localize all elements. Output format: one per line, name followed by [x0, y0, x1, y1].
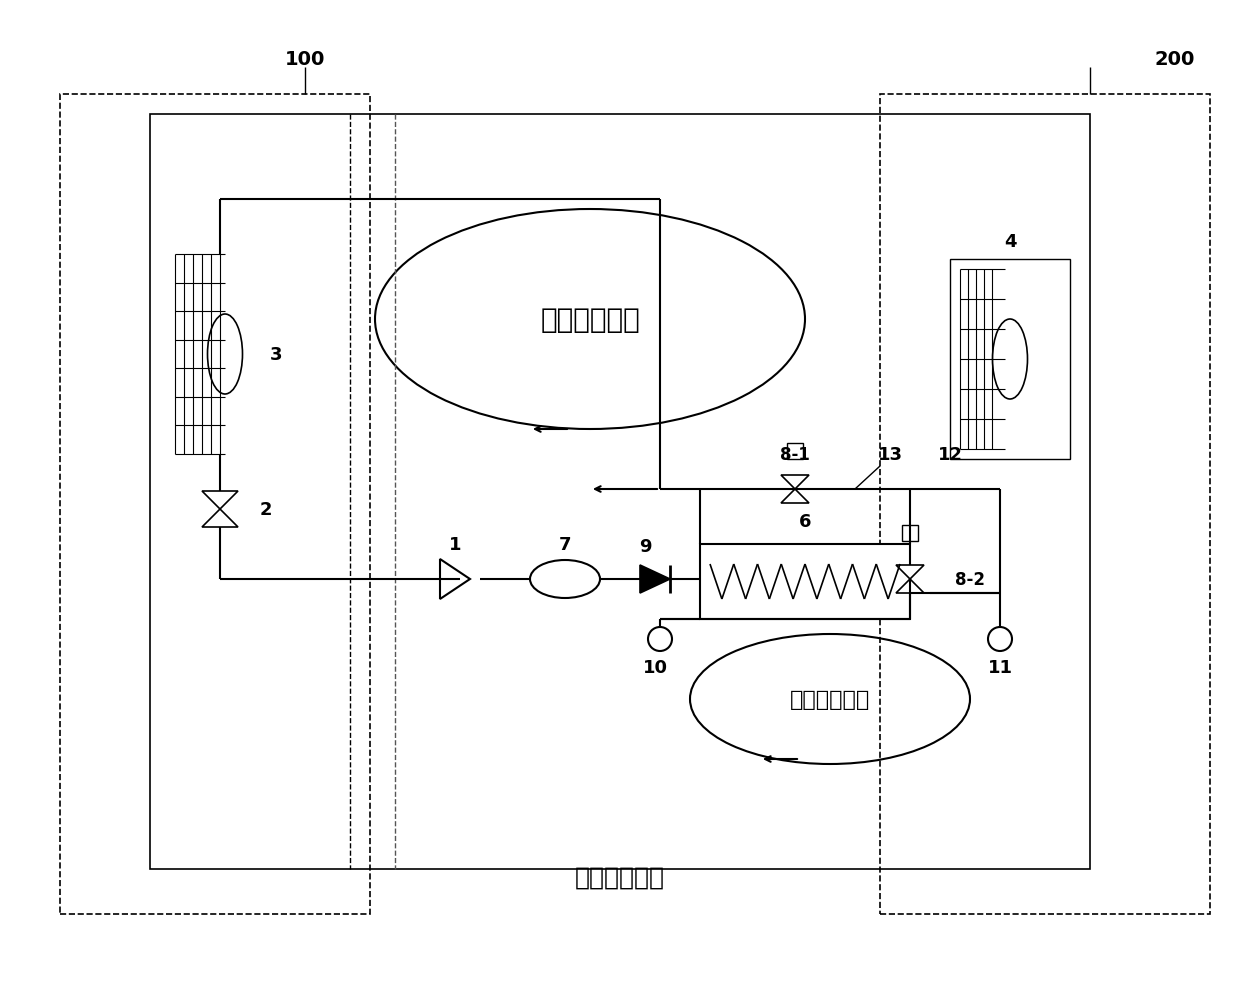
Polygon shape: [202, 491, 238, 510]
Ellipse shape: [992, 319, 1028, 399]
Polygon shape: [781, 489, 808, 504]
Circle shape: [649, 627, 672, 652]
Text: 热管循环系统: 热管循环系统: [541, 306, 640, 333]
Bar: [950, 259, 1070, 459]
Bar: [60, 95, 370, 914]
Text: 11: 11: [987, 659, 1013, 676]
Text: 13: 13: [878, 446, 903, 463]
Polygon shape: [440, 559, 470, 599]
Text: 7: 7: [559, 535, 572, 553]
Polygon shape: [897, 580, 924, 594]
Bar: [150, 115, 1090, 869]
Ellipse shape: [207, 315, 243, 394]
Text: 6: 6: [799, 513, 811, 530]
Text: 3: 3: [270, 346, 283, 364]
Text: 12: 12: [937, 446, 962, 463]
Polygon shape: [640, 565, 670, 594]
Text: 辅助冷源系统: 辅助冷源系统: [790, 689, 870, 709]
Text: 8-2: 8-2: [955, 571, 985, 589]
Text: 10: 10: [642, 659, 667, 676]
Text: 4: 4: [1003, 233, 1017, 250]
Polygon shape: [781, 475, 808, 489]
Text: 2: 2: [260, 501, 273, 519]
Bar: [901, 526, 918, 541]
Polygon shape: [897, 565, 924, 580]
Polygon shape: [202, 510, 238, 528]
Text: 8-1: 8-1: [780, 446, 810, 463]
Text: 100: 100: [285, 50, 325, 69]
Text: 200: 200: [1154, 50, 1195, 69]
Text: 外接辅助冷源: 外接辅助冷源: [575, 865, 665, 889]
Text: 9: 9: [639, 537, 651, 555]
Bar: [701, 544, 910, 619]
Bar: [880, 95, 1210, 914]
Ellipse shape: [529, 560, 600, 599]
Circle shape: [988, 627, 1012, 652]
Text: 1: 1: [449, 535, 461, 553]
Bar: [787, 444, 804, 459]
